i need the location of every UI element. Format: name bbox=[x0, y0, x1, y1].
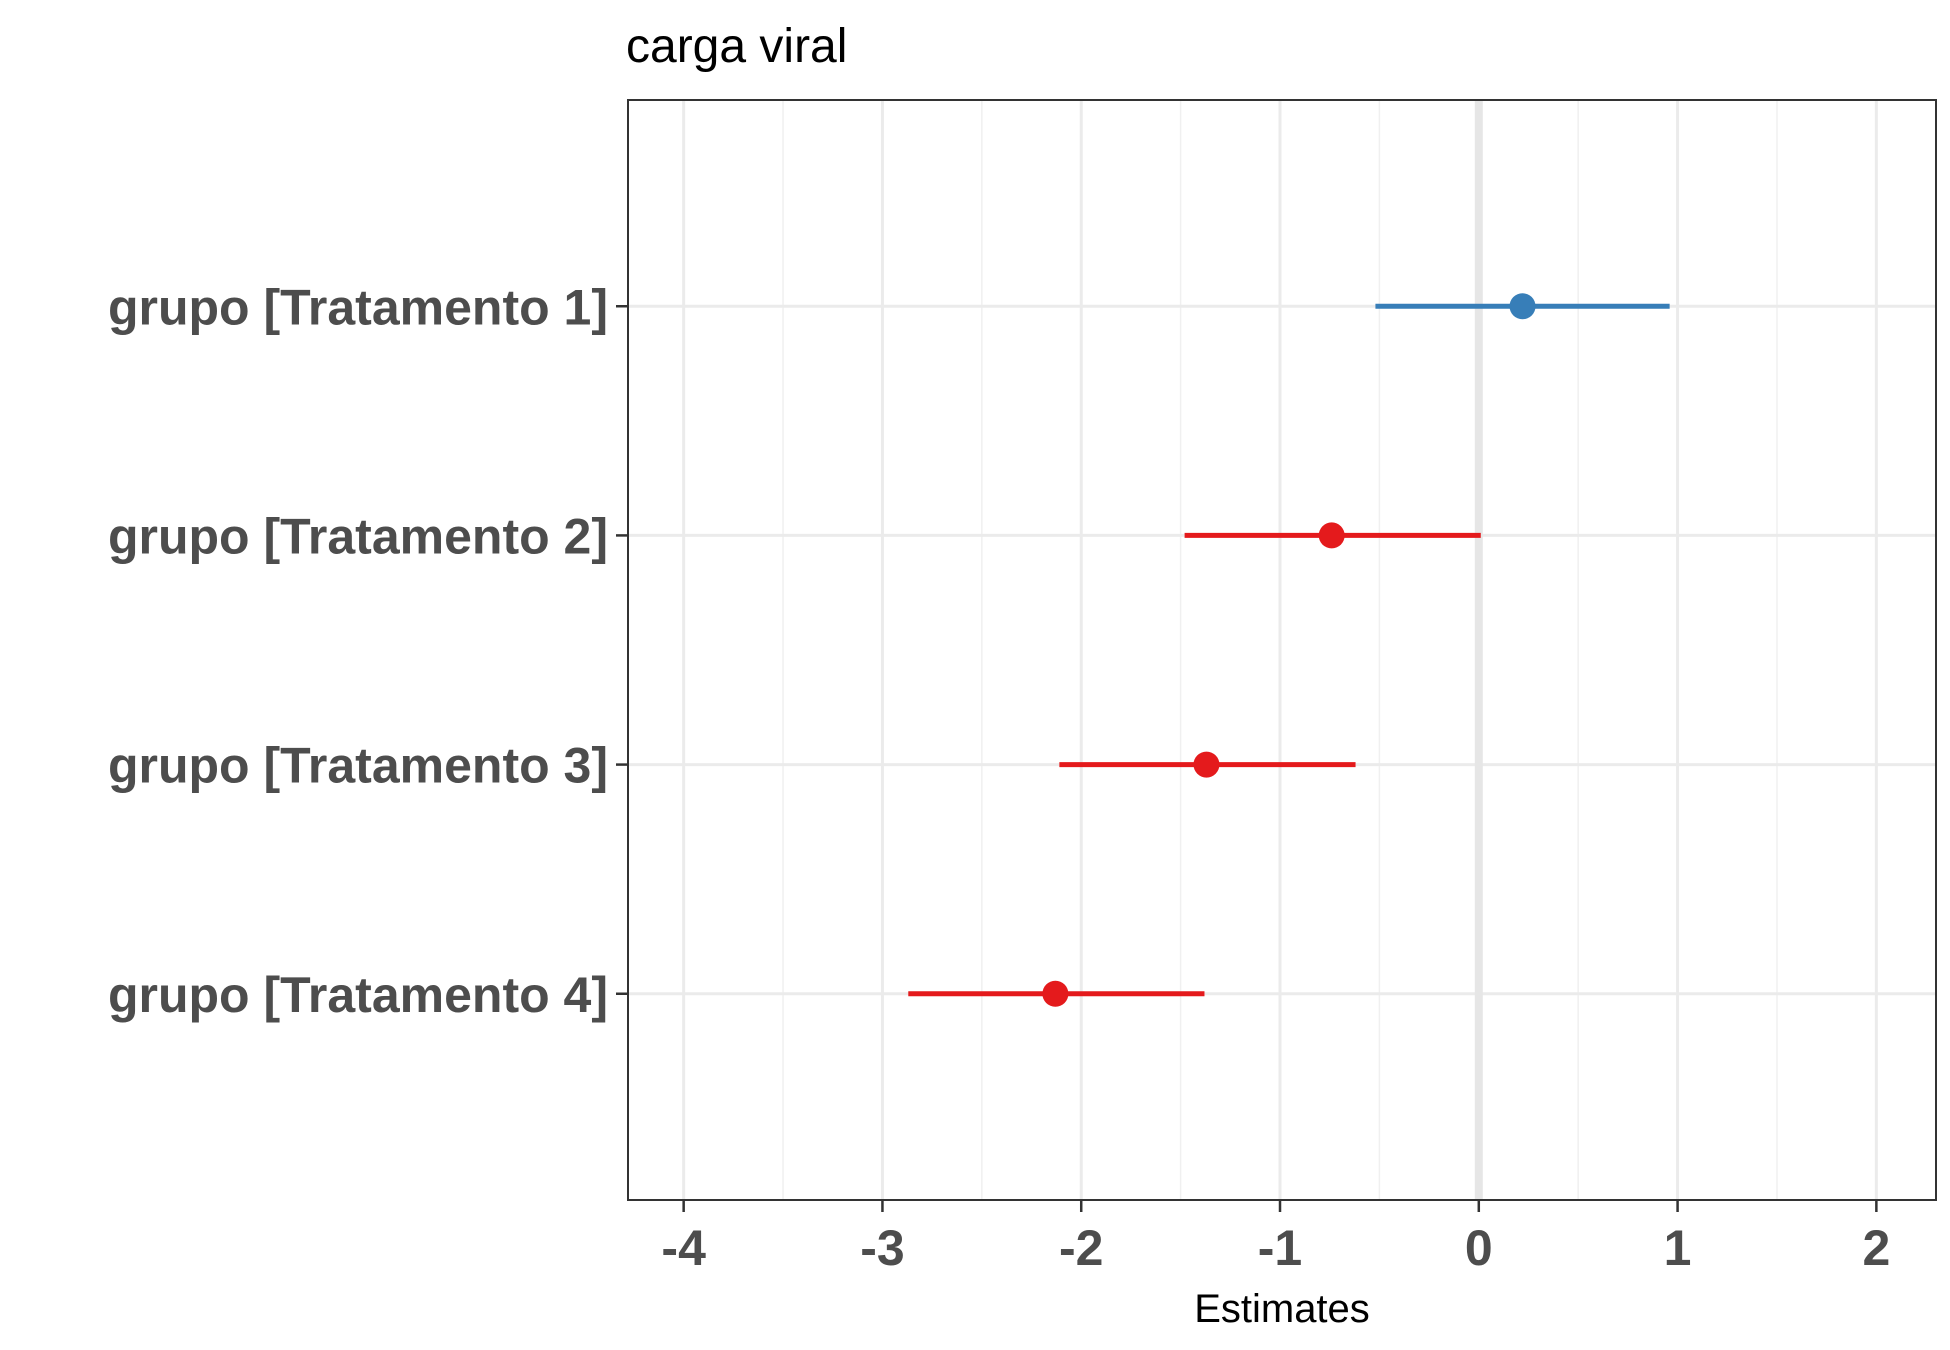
point-estimate bbox=[1042, 980, 1069, 1007]
y-tick-label: grupo [Tratamento 3] bbox=[108, 738, 608, 794]
y-tick-label: grupo [Tratamento 1] bbox=[108, 279, 608, 335]
plot-panel bbox=[628, 100, 1936, 1200]
x-tick-label: 2 bbox=[1862, 1220, 1890, 1276]
point-estimate bbox=[1318, 522, 1345, 549]
y-tick-label: grupo [Tratamento 2] bbox=[108, 508, 608, 564]
x-tick-label: 1 bbox=[1664, 1220, 1692, 1276]
chart-title: carga viral bbox=[626, 20, 847, 73]
point-estimate bbox=[1193, 751, 1220, 778]
estimate-marks bbox=[908, 293, 1670, 1007]
x-tick-label: -1 bbox=[1258, 1220, 1302, 1276]
x-tick-label: -4 bbox=[661, 1220, 706, 1276]
x-tick-label: -3 bbox=[860, 1220, 904, 1276]
grid-lines bbox=[628, 100, 1936, 1200]
y-tick-label: grupo [Tratamento 4] bbox=[108, 967, 608, 1023]
plot-border bbox=[627, 99, 1937, 1201]
point-estimate bbox=[1509, 293, 1536, 320]
axes: grupo [Tratamento 1] grupo [Tratamento 2]… bbox=[108, 279, 1890, 1276]
x-axis-label: Estimates bbox=[1194, 1287, 1370, 1331]
x-tick-label: 0 bbox=[1465, 1220, 1493, 1276]
x-tick-label: -2 bbox=[1059, 1220, 1103, 1276]
